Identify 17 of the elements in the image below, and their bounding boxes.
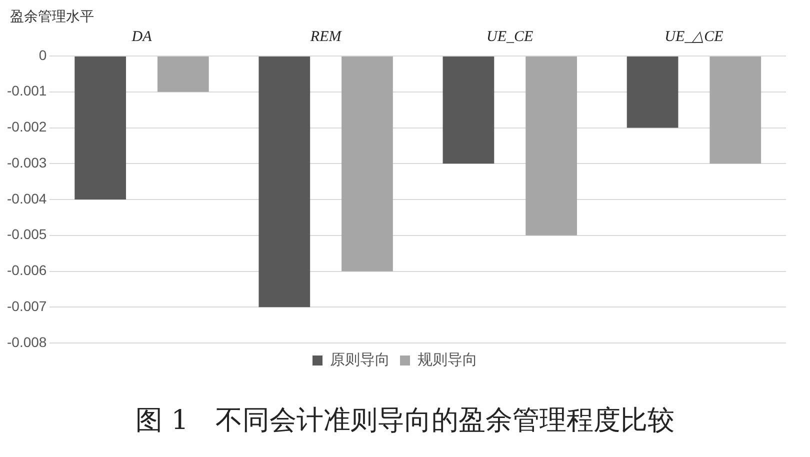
y-tick-label: -0.001 [6,82,47,99]
y-tick-label: -0.006 [6,262,47,278]
x-tick-label: REM [309,28,343,45]
y-tick-label: -0.008 [6,334,47,350]
x-tick-label: UE_△CE [664,28,724,45]
y-tick-label: 0 [38,46,47,63]
legend-label: 规则导向 [418,352,478,369]
x-tick-label: DA [130,28,153,45]
y-tick-label: -0.003 [6,154,47,170]
y-tick-label: -0.004 [6,190,47,206]
text: 图 1 不同会计准则导向的盈余管理程度比较 [134,404,676,438]
y-tick-label: -0.007 [6,298,47,314]
x-tick-label: UE_CE [486,28,534,45]
y-tick-label: -0.002 [6,118,47,135]
y-tick-label: -0.005 [6,226,47,242]
legend-label: 原则导向 [330,352,390,369]
y-axis-title: 盈余管理水平 [10,8,94,26]
